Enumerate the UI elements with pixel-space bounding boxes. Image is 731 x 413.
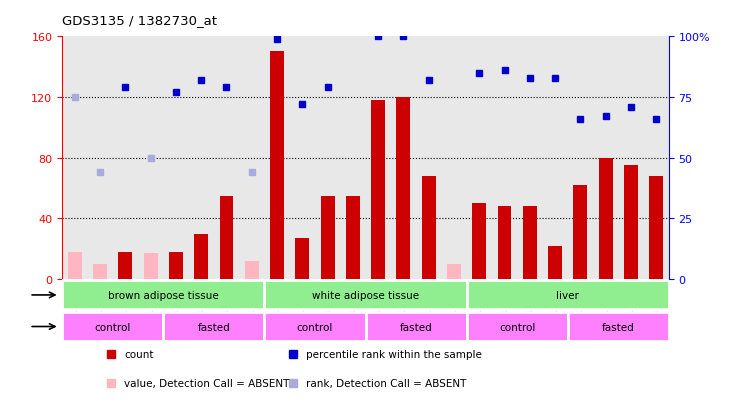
Text: fasted: fasted xyxy=(197,322,230,332)
Bar xyxy=(219,196,233,280)
Bar xyxy=(144,254,158,280)
Text: control: control xyxy=(297,322,333,332)
Bar xyxy=(245,261,259,280)
FancyBboxPatch shape xyxy=(62,281,265,310)
Bar xyxy=(295,239,309,280)
Text: value, Detection Call = ABSENT: value, Detection Call = ABSENT xyxy=(124,378,289,388)
FancyBboxPatch shape xyxy=(466,281,669,310)
Bar xyxy=(472,204,486,280)
FancyBboxPatch shape xyxy=(466,312,568,341)
Text: white adipose tissue: white adipose tissue xyxy=(312,290,419,300)
Bar xyxy=(346,196,360,280)
Bar xyxy=(422,176,436,280)
Text: brown adipose tissue: brown adipose tissue xyxy=(108,290,219,300)
Text: control: control xyxy=(94,322,131,332)
Text: liver: liver xyxy=(556,290,579,300)
Bar xyxy=(371,101,385,280)
Text: control: control xyxy=(499,322,535,332)
Bar xyxy=(498,207,512,280)
Bar xyxy=(396,98,410,280)
Bar xyxy=(93,264,107,280)
FancyBboxPatch shape xyxy=(265,281,466,310)
Text: rank, Detection Call = ABSENT: rank, Detection Call = ABSENT xyxy=(306,378,466,388)
Bar xyxy=(523,207,537,280)
FancyBboxPatch shape xyxy=(568,312,669,341)
FancyBboxPatch shape xyxy=(62,312,163,341)
FancyBboxPatch shape xyxy=(265,312,366,341)
Bar xyxy=(68,252,82,280)
Bar xyxy=(321,196,335,280)
Bar xyxy=(573,185,587,280)
Text: count: count xyxy=(124,349,154,359)
FancyBboxPatch shape xyxy=(366,312,466,341)
Text: GDS3135 / 1382730_at: GDS3135 / 1382730_at xyxy=(62,14,217,27)
Text: fasted: fasted xyxy=(400,322,433,332)
Text: fasted: fasted xyxy=(602,322,635,332)
Bar xyxy=(194,234,208,280)
Bar xyxy=(548,246,562,280)
Bar xyxy=(169,252,183,280)
Bar xyxy=(649,176,663,280)
Text: percentile rank within the sample: percentile rank within the sample xyxy=(306,349,482,359)
Bar xyxy=(447,264,461,280)
Bar xyxy=(118,252,132,280)
Bar xyxy=(270,52,284,280)
Bar xyxy=(624,166,638,280)
Bar xyxy=(599,158,613,280)
FancyBboxPatch shape xyxy=(163,312,265,341)
